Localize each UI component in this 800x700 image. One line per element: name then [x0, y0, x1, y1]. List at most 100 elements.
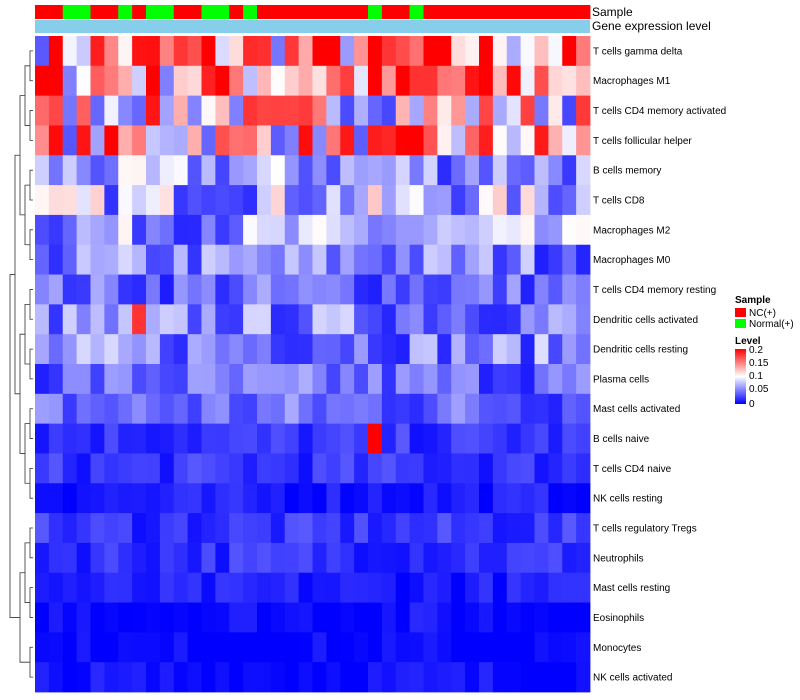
heatmap-cell: [229, 95, 244, 126]
heatmap-cell: [187, 334, 202, 365]
heatmap-cell: [146, 95, 161, 126]
heatmap-cell: [35, 65, 50, 97]
heatmap-cell: [312, 36, 327, 67]
heatmap-cell: [506, 393, 522, 425]
legend-tick-0.2: 0.2: [749, 345, 763, 356]
heatmap-cell: [146, 125, 161, 156]
heatmap-cell: [506, 662, 522, 693]
heatmap-cell: [479, 483, 494, 514]
dendrogram-branch: [24, 303, 30, 365]
heatmap-cell: [159, 125, 175, 156]
heatmap-cell: [76, 662, 91, 693]
heatmap-cell: [187, 244, 202, 275]
sample-cell: [423, 5, 438, 19]
heatmap-cell: [257, 602, 272, 633]
heatmap-cell: [395, 65, 411, 97]
heatmap-cell: [312, 602, 327, 633]
heatmap-cell: [118, 393, 133, 425]
heatmap-cell: [298, 214, 313, 246]
sample-cell: [159, 5, 175, 19]
heatmap-cell: [354, 334, 369, 365]
heatmap-cell: [270, 483, 286, 514]
heatmap-cell: [479, 185, 494, 216]
heatmap-cell: [548, 602, 563, 633]
heatmap-cell: [548, 393, 563, 425]
heatmap-cell: [548, 36, 563, 67]
heatmap-cell: [409, 36, 424, 67]
heatmap-cell: [423, 393, 438, 425]
heatmap-cell: [257, 542, 272, 574]
heatmap-cell: [270, 632, 286, 663]
heatmap-cell: [187, 572, 202, 603]
heatmap-cell: [354, 513, 369, 544]
gene-expression-annotation-bar: [35, 20, 590, 33]
heatmap-cell: [173, 513, 189, 544]
heatmap-cell: [368, 542, 383, 574]
heatmap-cell: [576, 125, 591, 156]
heatmap-cell: [35, 632, 50, 663]
heatmap-cell: [118, 214, 133, 246]
heatmap-cell: [132, 155, 147, 186]
legend-normal-swatch: [735, 319, 746, 328]
heatmap-cell: [506, 95, 522, 126]
heatmap-cell: [506, 513, 522, 544]
legend-tick-0.1: 0.1: [749, 371, 763, 382]
heatmap-cell: [451, 483, 466, 514]
heatmap-cell: [576, 483, 591, 514]
heatmap-cell: [270, 36, 286, 67]
heatmap-cell: [492, 393, 508, 425]
heatmap-cell: [35, 214, 50, 246]
heatmap-cell: [215, 602, 230, 633]
gene-expression-bar: [35, 20, 590, 33]
heatmap-cell: [215, 244, 230, 275]
heatmap-cell: [492, 364, 508, 395]
heatmap-cell: [340, 513, 355, 544]
heatmap-cell: [576, 304, 591, 335]
heatmap-cell: [409, 214, 424, 246]
heatmap-cell: [465, 36, 480, 67]
heatmap-cell: [562, 36, 577, 67]
heatmap-cell: [562, 542, 577, 574]
heatmap-cell: [48, 453, 64, 484]
heatmap-cell: [146, 572, 161, 603]
heatmap-cell: [173, 185, 189, 216]
heatmap-cell: [257, 244, 272, 275]
heatmap-cell: [132, 65, 147, 97]
heatmap-cell: [284, 542, 300, 574]
heatmap-cell: [48, 155, 64, 186]
heatmap-cell: [492, 483, 508, 514]
heatmap-cell: [354, 364, 369, 395]
heatmap-cell: [243, 185, 258, 216]
heatmap-cell: [409, 602, 424, 633]
heatmap-cell: [520, 155, 535, 186]
heatmap-cell: [62, 542, 78, 574]
dendrogram-branch: [29, 587, 33, 618]
heatmap-cell: [326, 95, 341, 126]
heatmap-cell: [48, 364, 64, 395]
heatmap-cell: [132, 304, 147, 335]
heatmap-cell: [173, 453, 189, 484]
heatmap-cell: [229, 423, 244, 454]
heatmap-cell: [90, 602, 105, 633]
heatmap-cell: [423, 274, 438, 305]
row-label: Macrophages M2: [593, 225, 671, 236]
heatmap-cell: [118, 95, 133, 126]
heatmap-cell: [534, 214, 549, 246]
heatmap-cell: [132, 662, 147, 693]
dendrogram-branch: [29, 50, 33, 82]
heatmap-cell: [451, 155, 466, 186]
heatmap-cell: [548, 95, 563, 126]
row-label: Macrophages M1: [593, 76, 671, 87]
sample-cell: [506, 5, 522, 19]
heatmap-cell: [104, 364, 119, 395]
heatmap-cell: [354, 214, 369, 246]
heatmap-cell: [492, 125, 508, 156]
heatmap-cell: [146, 65, 161, 97]
heatmap-cell: [368, 602, 383, 633]
heatmap-cell: [326, 542, 341, 574]
heatmap-cell: [187, 483, 202, 514]
heatmap-cell: [368, 364, 383, 395]
heatmap-cell: [132, 36, 147, 67]
heatmap-cell: [187, 602, 202, 633]
heatmap-cell: [298, 65, 313, 97]
